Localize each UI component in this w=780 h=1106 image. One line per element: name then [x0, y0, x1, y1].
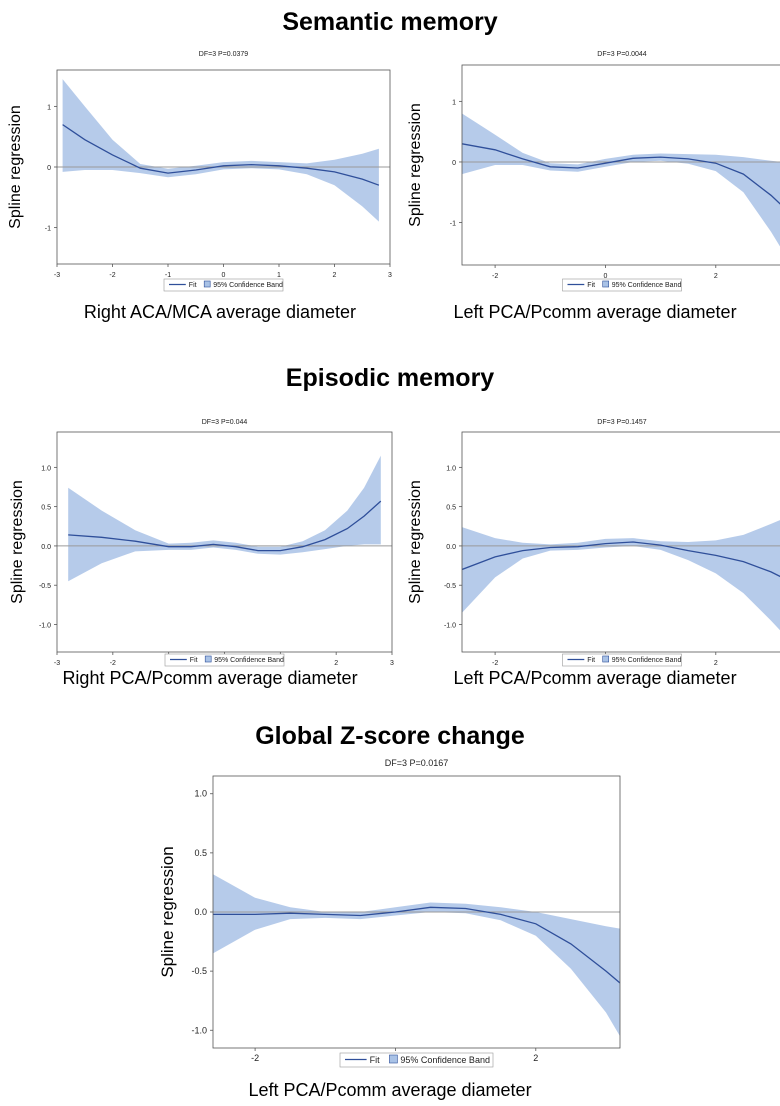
x-tick-label: -2 — [492, 273, 498, 280]
x-tick-label: -3 — [54, 272, 60, 279]
x-axis-label: Right PCA/Pcomm average diameter — [62, 668, 358, 688]
legend-fit-label: Fit — [587, 282, 595, 289]
y-tick-label: 0.0 — [194, 907, 207, 917]
y-tick-label: 0 — [47, 165, 51, 172]
legend-box — [164, 653, 285, 667]
legend-box — [163, 278, 284, 292]
chart-global-left-pca-pcomm: DF=3 P=0.0167-1.0-0.50.00.51.0-202Spline… — [150, 756, 630, 1078]
x-tick-label: -2 — [110, 660, 116, 667]
plot-frame — [461, 431, 780, 653]
section-title-episodic: Episodic memory — [285, 364, 495, 392]
legend-band-swatch — [389, 1054, 398, 1064]
chart-title: DF=3 P=0.0044 — [597, 51, 647, 58]
confidence-band — [462, 113, 780, 247]
y-tick-label: -1 — [450, 221, 456, 228]
legend-band-label: 95% Confidence Band — [214, 657, 284, 664]
chart-semantic-right-aca-mca: DF=3 P=0.0379 -1 0 1 -3 -2 -1 0 1 2 3 Spline regres… — [0, 44, 400, 292]
x-tick-label: 0 — [222, 272, 226, 279]
x-tick-label: 2 — [714, 660, 718, 667]
y-tick-label: 1 — [452, 99, 456, 106]
confidence-band — [68, 455, 381, 582]
chart-episodic-right-pca-pcomm: DF=3 P=0.044-1.0-0.50.00.51.0-3-2-10123S… — [0, 412, 400, 670]
x-tick-label: -3 — [54, 660, 60, 667]
chart-title: DF=3 P=0.0167 — [385, 758, 449, 768]
y-tick-label: 0.0 — [446, 544, 456, 551]
fit-line — [68, 500, 382, 552]
chart-title: DF=3 P=0.044 — [202, 419, 248, 426]
fit-line — [62, 124, 380, 186]
legend-box — [562, 278, 682, 292]
x-tick-label: -1 — [165, 272, 171, 279]
y-tick-label: 0.5 — [41, 505, 51, 512]
legend-band-swatch — [602, 280, 609, 288]
legend-box — [562, 653, 682, 667]
x-axis-label: Left PCA/Pcomm average diameter — [453, 668, 737, 688]
legend-fit-label: Fit — [190, 657, 198, 664]
x-tick-label: -2 — [251, 1053, 259, 1063]
y-tick-label: 0.0 — [41, 544, 51, 551]
chart-episodic-left-pca-pcomm: DF=3 P=0.1457-1.0-0.50.00.51.0-202Spline… — [400, 412, 780, 670]
plot-frame — [461, 64, 780, 266]
legend-band-swatch — [203, 280, 211, 288]
x-tick-label: -2 — [492, 660, 498, 667]
x-tick-label: 3 — [388, 272, 392, 279]
x-tick-label: 3 — [390, 660, 394, 667]
legend-fit-label: Fit — [370, 1055, 380, 1065]
legend-fit-label: Fit — [587, 657, 595, 664]
section-title-semantic: Semantic memory — [282, 8, 498, 36]
x-tick-label: -2 — [109, 272, 115, 279]
x-tick-label: 1 — [277, 272, 281, 279]
x-tick-label: 0 — [603, 273, 607, 280]
legend-fit-label: Fit — [189, 282, 197, 289]
y-tick-label: -1 — [45, 226, 51, 233]
legend-band-swatch — [204, 655, 212, 663]
y-tick-label: 1.0 — [446, 465, 456, 472]
y-tick-label: 1.0 — [41, 465, 51, 472]
x-tick-label: 2 — [533, 1053, 538, 1063]
y-tick-label: 1 — [47, 104, 51, 111]
legend-band-label: 95% Confidence Band — [400, 1055, 490, 1065]
confidence-band — [462, 520, 780, 631]
confidence-band — [62, 79, 379, 222]
chart-title: DF=3 P=0.1457 — [597, 419, 647, 426]
legend-band-label: 95% Confidence Band — [213, 282, 283, 289]
y-tick-label: -0.5 — [191, 966, 207, 976]
y-axis-label: Spline regression — [407, 103, 424, 227]
x-tick-label: 2 — [714, 273, 718, 280]
y-tick-label: 0.5 — [446, 505, 456, 512]
x-tick-label: 2 — [333, 272, 337, 279]
legend-band-label: 95% Confidence Band — [612, 657, 682, 664]
confidence-band — [213, 874, 620, 1037]
y-axis-label: Spline regression — [9, 480, 26, 604]
section-title-global: Global Z-score change — [255, 722, 525, 750]
chart-semantic-left-pca-pcomm: DF=3 P=0.0044 -1 0 1 -2 0 2 Spline regression Fi… — [400, 44, 780, 292]
x-axis-label: Left PCA/Pcomm average diameter — [453, 302, 737, 322]
y-axis-label: Spline regression — [7, 105, 24, 229]
y-tick-label: -0.5 — [444, 583, 456, 590]
legend-band-label: 95% Confidence Band — [612, 282, 682, 289]
y-tick-label: 1.0 — [194, 789, 207, 799]
y-axis-label: Spline regression — [407, 480, 424, 604]
legend-box — [339, 1052, 494, 1068]
y-tick-label: -0.5 — [39, 583, 51, 590]
legend-band-swatch — [602, 655, 609, 663]
x-tick-label: 2 — [334, 660, 338, 667]
x-axis-label: Right ACA/MCA average diameter — [83, 302, 357, 322]
y-tick-label: -1.0 — [191, 1025, 207, 1035]
x-axis-label: Left PCA/Pcomm average diameter — [248, 1080, 532, 1100]
y-tick-label: -1.0 — [444, 623, 456, 630]
y-tick-label: 0 — [452, 160, 456, 167]
fit-line — [462, 541, 780, 578]
y-axis-label: Spline regression — [158, 846, 177, 977]
fit-line — [462, 143, 780, 205]
chart-title: DF=3 P=0.0379 — [199, 51, 249, 58]
fit-line — [213, 906, 620, 984]
y-tick-label: 0.5 — [194, 848, 207, 858]
y-tick-label: -1.0 — [39, 623, 51, 630]
